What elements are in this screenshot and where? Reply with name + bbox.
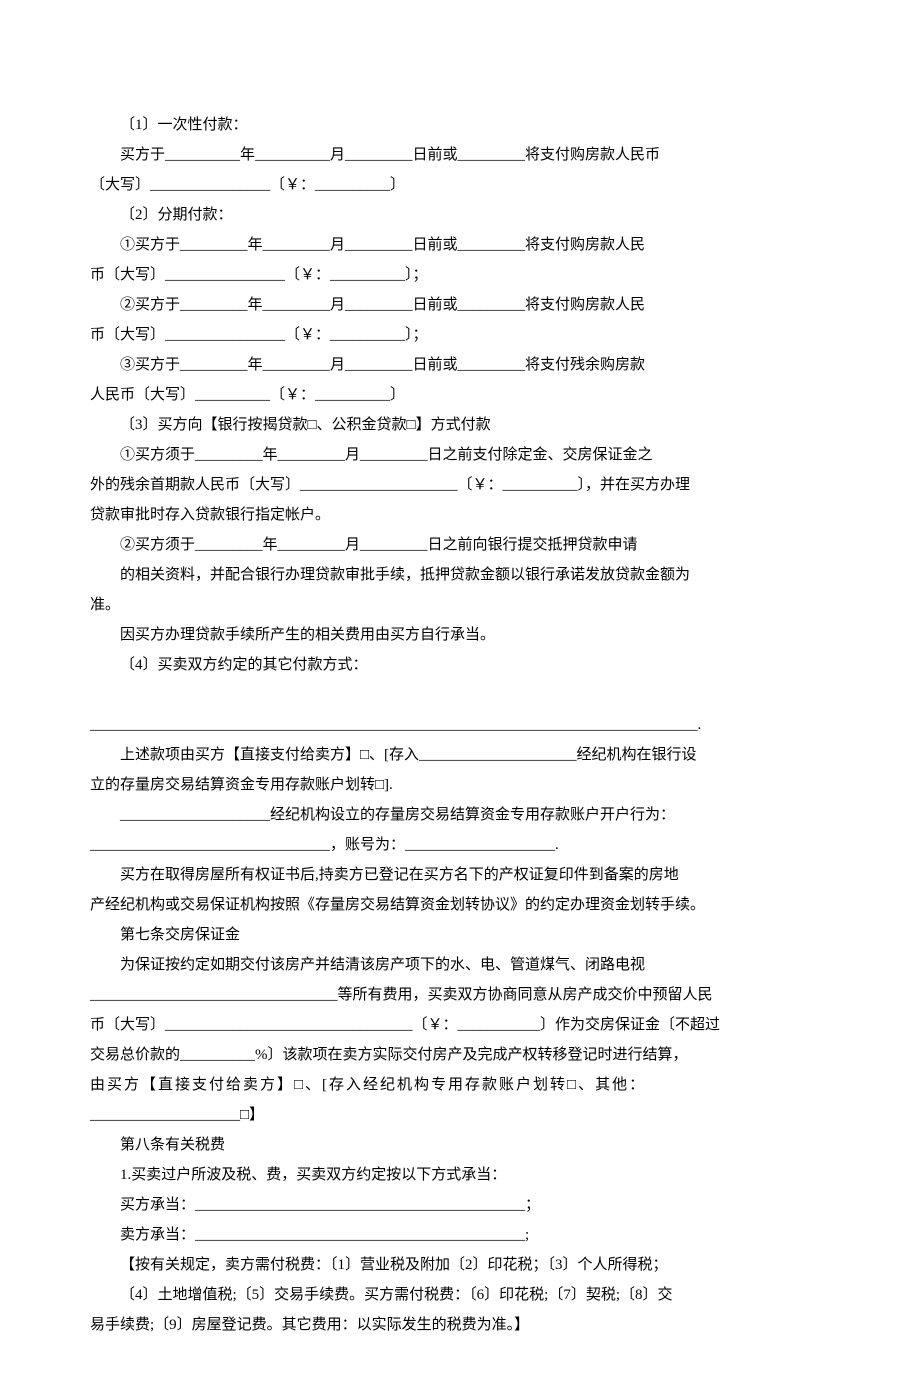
line-25: 买方在取得房屋所有权证书后,持卖方已登记在买方名下的产权证复印件到备案的房地 xyxy=(90,860,830,890)
line-26: 产经纪机构或交易保证机构按照《存量房交易结算资金划转协议》的约定办理资金划转手续… xyxy=(90,890,830,920)
line-31: 交易总价款的__________%〕该款项在卖方实际交付房产及完成产权转移登记时… xyxy=(90,1040,830,1070)
line-2: 买方于__________年__________月_________日前或___… xyxy=(90,140,830,170)
line-4: 〔2〕分期付款： xyxy=(90,200,830,230)
line-12: ①买方须于_________年_________月_________日之前支付除… xyxy=(90,440,830,470)
line-37: 卖方承当：___________________________________… xyxy=(90,1220,830,1250)
line-16: 的相关资料，并配合银行办理贷款审批手续，抵押贷款金额以银行承诺发放贷款金额为 xyxy=(90,560,830,590)
line-20: ________________________________________… xyxy=(90,710,830,740)
line-10: 人民币〔大写〕__________〔￥：__________〕 xyxy=(90,380,830,410)
line-36: 买方承当：___________________________________… xyxy=(90,1190,830,1220)
line-27: 第七条交房保证金 xyxy=(90,920,830,950)
line-24: ________________________________，账号为：___… xyxy=(90,830,830,860)
line-9: ③买方于_________年_________月_________日前或____… xyxy=(90,350,830,380)
line-6: 币〔大写〕________________〔￥：__________〕； xyxy=(90,260,830,290)
line-29: _________________________________等所有费用，买… xyxy=(90,980,830,1010)
line-13: 外的残余首期款人民币〔大写〕_____________________〔￥：__… xyxy=(90,470,830,500)
line-33: ____________________□】 xyxy=(90,1100,830,1130)
line-40: 易手续费;〔9〕房屋登记费。其它费用：以实际发生的税费为准。】 xyxy=(90,1310,830,1340)
line-8: 币〔大写〕________________〔￥：__________〕； xyxy=(90,320,830,350)
line-34: 第八条有关税费 xyxy=(90,1130,830,1160)
line-19: 〔4〕买卖双方约定的其它付款方式： xyxy=(90,650,830,680)
line-28: 为保证按约定如期交付该房产并结清该房产项下的水、电、管道煤气、闭路电视 xyxy=(90,950,830,980)
line-21: 上述款项由买方【直接支付给卖方】□、[存入___________________… xyxy=(90,740,830,770)
line-11: 〔3〕买方向【银行按揭贷款□、公积金贷款□】方式付款 xyxy=(90,410,830,440)
line-35: 1.买卖过户所波及税、费，买卖双方约定按以下方式承当： xyxy=(90,1160,830,1190)
line-5: ①买方于_________年_________月_________日前或____… xyxy=(90,230,830,260)
blank-line xyxy=(90,680,830,710)
line-32: 由买方【直接支付给卖方】□、[存入经纪机构专用存款账户划转□、其他： xyxy=(90,1070,830,1100)
line-1: 〔1〕一次性付款： xyxy=(90,110,830,140)
line-3: 〔大写〕________________〔￥：__________〕 xyxy=(90,170,830,200)
line-38: 【按有关规定，卖方需付税费：〔1〕营业税及附加〔2〕印花税；〔3〕个人所得税； xyxy=(90,1250,830,1280)
line-17: 准。 xyxy=(90,590,830,620)
line-7: ②买方于_________年_________月_________日前或____… xyxy=(90,290,830,320)
line-39: 〔4〕土地增值税;〔5〕交易手续费。买方需付税费：〔6〕印花税;〔7〕契税;〔8… xyxy=(90,1280,830,1310)
line-14: 贷款审批时存入贷款银行指定帐户。 xyxy=(90,500,830,530)
line-23: ____________________经纪机构设立的存量房交易结算资金专用存款… xyxy=(90,800,830,830)
line-30: 币〔大写〕_________________________________〔￥… xyxy=(90,1010,830,1040)
line-18: 因买方办理贷款手续所产生的相关费用由买方自行承当。 xyxy=(90,620,830,650)
line-22: 立的存量房交易结算资金专用存款账户划转□]. xyxy=(90,770,830,800)
line-15: ②买方须于_________年_________月_________日之前向银行… xyxy=(90,530,830,560)
